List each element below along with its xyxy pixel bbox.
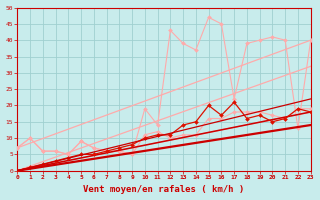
X-axis label: Vent moyen/en rafales ( km/h ): Vent moyen/en rafales ( km/h ) <box>83 185 244 194</box>
